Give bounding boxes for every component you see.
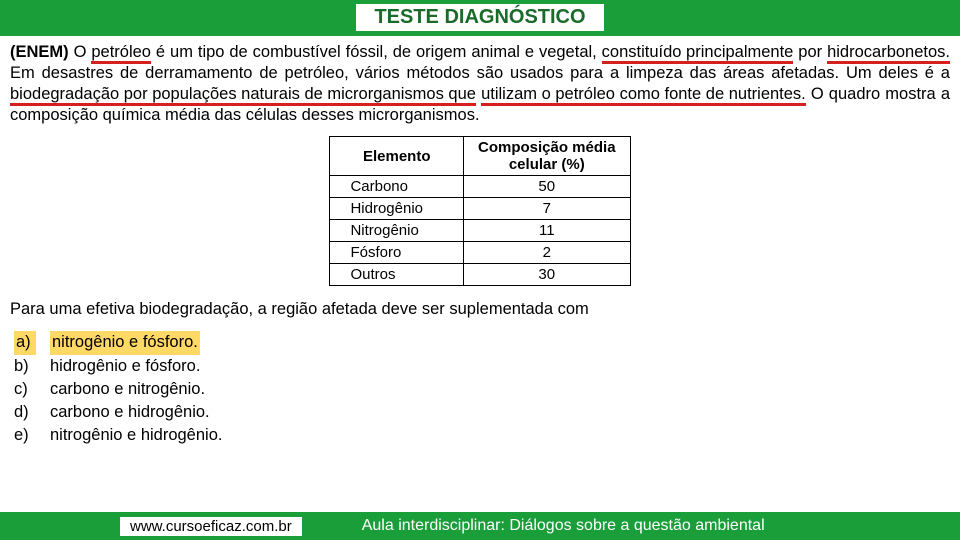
table-header-elemento: Elemento [330, 137, 464, 176]
option-d: d) carbono e hidrogênio. [14, 401, 950, 424]
table-cell-val: 11 [464, 220, 631, 242]
underline-petroleo: petróleo [91, 42, 151, 63]
option-text: hidrogênio e fósforo. [50, 355, 200, 378]
option-letter: d) [14, 401, 36, 424]
table-cell-elem: Hidrogênio [330, 198, 464, 220]
underline-biodegradacao: biodegradação por populações naturais de… [10, 84, 476, 105]
text-seg: O [69, 43, 92, 61]
table-cell-elem: Carbono [330, 176, 464, 198]
table-cell-elem: Outros [330, 264, 464, 286]
page-title: TESTE DIAGNÓSTICO [356, 4, 603, 33]
option-letter: e) [14, 424, 36, 447]
underline-hidrocarbonetos: hidrocarbonetos. [827, 42, 950, 63]
composition-table-wrap: Elemento Composição média celular (%) Ca… [0, 136, 960, 286]
table-cell-val: 30 [464, 264, 631, 286]
table-cell-elem: Fósforo [330, 242, 464, 264]
table-cell-val: 50 [464, 176, 631, 198]
text-seg: Em desastres de derramamento de petróleo… [10, 64, 950, 82]
option-letter: a) [14, 331, 36, 354]
question-text: (ENEM) O petróleo é um tipo de combustív… [0, 36, 960, 126]
header-bar: TESTE DIAGNÓSTICO [0, 0, 960, 36]
table-cell-val: 2 [464, 242, 631, 264]
option-b: b) hidrogênio e fósforo. [14, 355, 950, 378]
option-text: nitrogênio e hidrogênio. [50, 424, 222, 447]
option-letter: c) [14, 378, 36, 401]
text-seg: é um tipo de combustível fóssil, de orig… [151, 43, 602, 61]
footer-url: www.cursoeficaz.com.br [120, 517, 302, 536]
option-text: carbono e nitrogênio. [50, 378, 205, 401]
option-text-highlighted: nitrogênio e fósforo. [50, 331, 200, 354]
text-seg: Composição média [478, 139, 616, 156]
option-e: e) nitrogênio e hidrogênio. [14, 424, 950, 447]
text-seg: celular (%) [509, 156, 585, 173]
table-cell-val: 7 [464, 198, 631, 220]
option-c: c) carbono e nitrogênio. [14, 378, 950, 401]
composition-table: Elemento Composição média celular (%) Ca… [329, 136, 630, 286]
footer-bar: www.cursoeficaz.com.br Aula interdiscipl… [0, 512, 960, 540]
underline-utilizam: utilizam o petróleo como fonte de nutrie… [481, 84, 806, 105]
option-letter: b) [14, 355, 36, 378]
underline-constituido: constituído principalmente [602, 42, 794, 63]
option-a: a) nitrogênio e fósforo. [14, 331, 950, 354]
question-source: (ENEM) [10, 43, 69, 61]
question-prompt: Para uma efetiva biodegradação, a região… [0, 286, 960, 319]
text-seg: por [798, 43, 827, 61]
footer-lesson-title: Aula interdisciplinar: Diálogos sobre a … [362, 517, 765, 535]
table-header-composicao: Composição média celular (%) [464, 137, 631, 176]
option-text: carbono e hidrogênio. [50, 401, 210, 424]
table-cell-elem: Nitrogênio [330, 220, 464, 242]
options-list: a) nitrogênio e fósforo. b) hidrogênio e… [0, 319, 960, 446]
